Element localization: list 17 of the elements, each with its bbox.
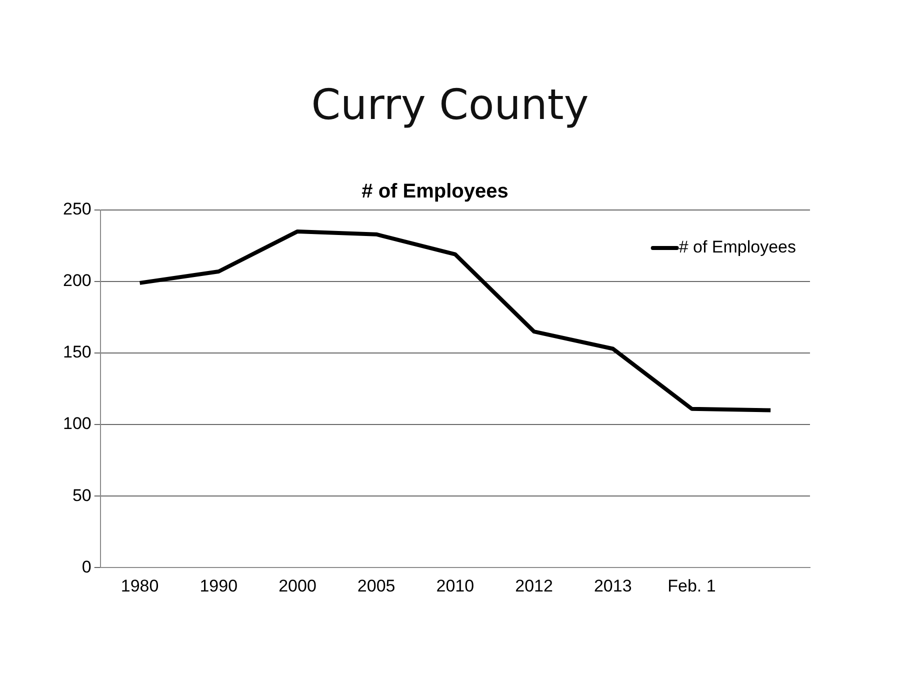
x-tick-label: Feb. 1 bbox=[668, 576, 716, 596]
x-tick-label: 2000 bbox=[278, 576, 316, 596]
chart-subtitle: # of Employees bbox=[362, 180, 508, 203]
y-tick-label: 0 bbox=[82, 557, 92, 576]
x-tick-label: 2012 bbox=[515, 576, 553, 596]
x-tick-label: 2010 bbox=[436, 576, 474, 596]
x-tick-label: 1980 bbox=[120, 576, 159, 596]
x-tick-label: 2005 bbox=[357, 576, 396, 596]
x-tick-label: 2013 bbox=[594, 576, 632, 596]
chart-title: Curry County bbox=[310, 80, 590, 129]
y-tick-label: 150 bbox=[62, 342, 92, 362]
y-tick-label: 200 bbox=[62, 271, 92, 290]
legend-label: # of Employees bbox=[678, 238, 796, 257]
x-tick-label: 1990 bbox=[200, 576, 238, 596]
y-tick-label: 50 bbox=[72, 486, 92, 505]
y-tick-label: 100 bbox=[62, 414, 92, 434]
y-tick-label: 250 bbox=[62, 200, 92, 219]
